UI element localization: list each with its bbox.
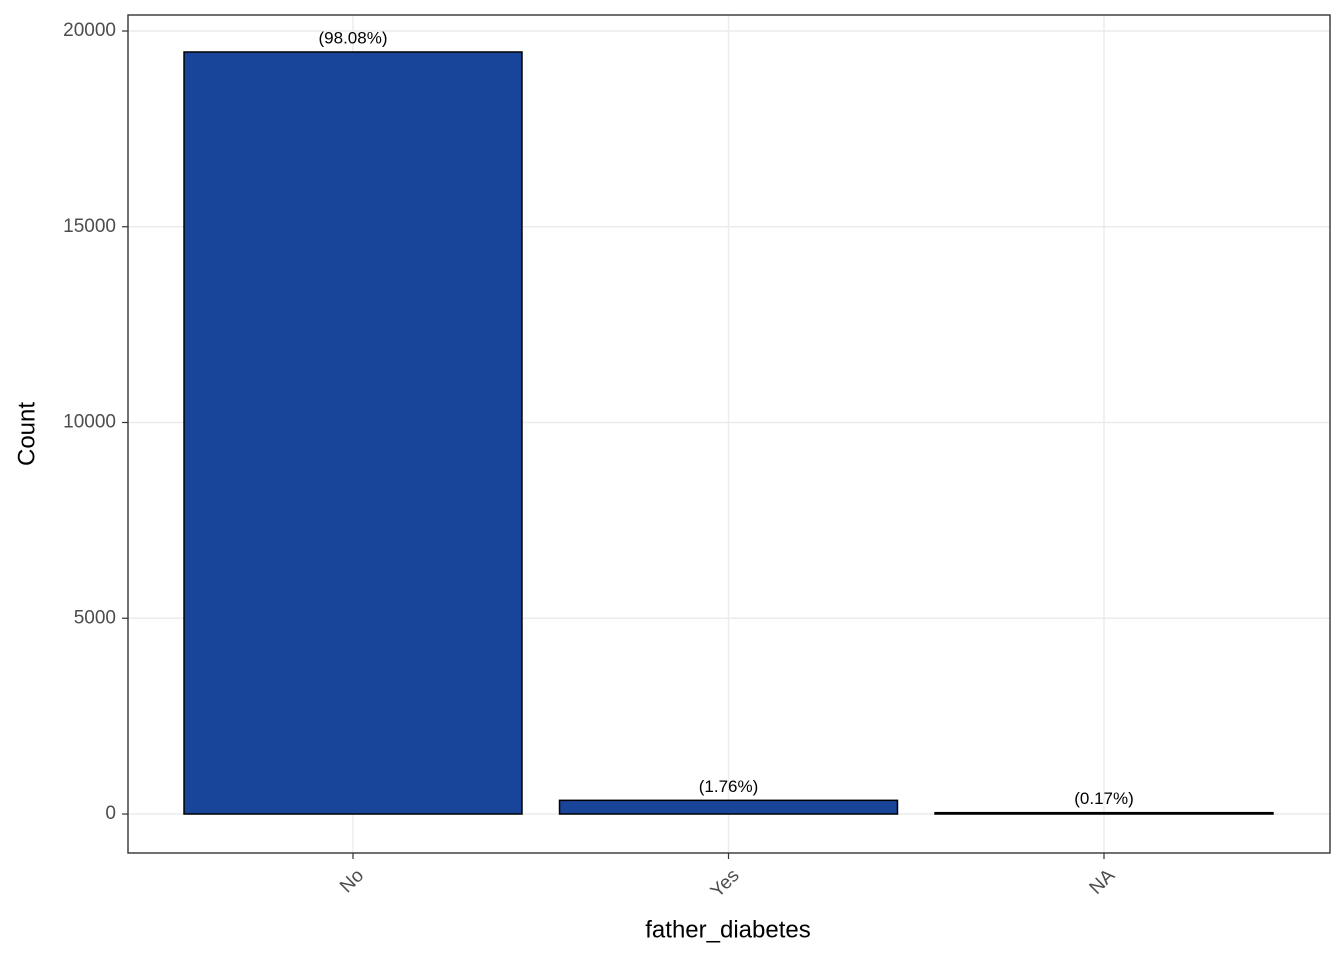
bar: [558, 799, 899, 815]
y-tick-label: 20000: [63, 20, 116, 41]
x-tick-label: No: [336, 865, 368, 897]
bar-percent-label: (98.08%): [319, 28, 388, 47]
x-axis-title: father_diabetes: [645, 916, 810, 943]
bar: [934, 811, 1274, 815]
y-tick-label: 0: [105, 803, 116, 824]
plot-border: [127, 14, 1331, 854]
bar-percent-label: (1.76%): [699, 777, 759, 796]
y-tick-label: 5000: [74, 607, 116, 628]
y-tick-label: 10000: [63, 412, 116, 433]
bar-percent-label: (0.17%): [1074, 789, 1134, 808]
x-tick-label: NA: [1086, 865, 1120, 899]
y-tick-label: 15000: [63, 216, 116, 237]
bar: [183, 51, 523, 815]
y-axis-title: Count: [13, 402, 40, 466]
x-tick-label: Yes: [707, 865, 744, 902]
